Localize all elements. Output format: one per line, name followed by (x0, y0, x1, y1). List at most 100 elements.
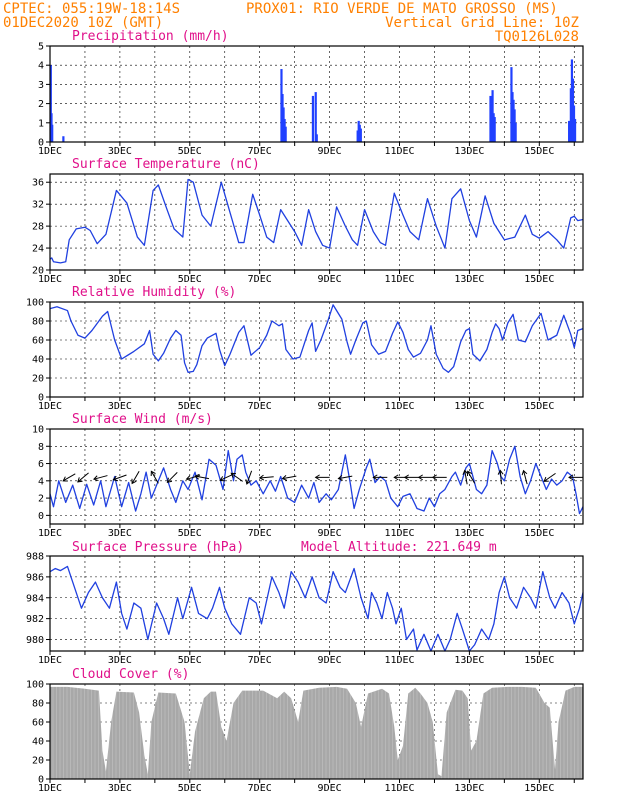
precip-xtick-label: 1DEC (38, 146, 62, 157)
temperature-ytick-label: 20 (32, 266, 44, 277)
cloud-ytick-label: 40 (32, 737, 44, 748)
wind-title: Surface Wind (m/s) (72, 412, 213, 427)
cloud-xtick-label: 15DEC (524, 783, 554, 794)
precip-bar (311, 95, 315, 142)
wind-arrow (417, 474, 433, 481)
precip-panel: 0 1 2 3 4 5 1DEC 3DEC 5DEC 7DEC 9DEC 11DEC 13DEC 15DE… (38, 29, 584, 157)
humidity-title: Relative Humidity (%) (72, 285, 236, 300)
humidity-xtick-label: 11DEC (384, 401, 414, 412)
precip-ytick-label: 0 (38, 138, 44, 149)
precip-frame (49, 45, 584, 143)
precip-ytick-label: 5 (38, 42, 44, 53)
temperature-ytick-label: 28 (32, 222, 44, 233)
wind-ytick-label: 10 (32, 425, 44, 436)
wind-ytick-label: 0 (38, 511, 44, 522)
wind-arrow (462, 469, 469, 485)
temperature-line (49, 178, 584, 264)
cloud-ytick-label: 80 (32, 699, 44, 710)
humidity-xtick-label: 5DEC (178, 401, 202, 412)
cloud-xtick-label: 1DEC (38, 783, 62, 794)
wind-arrow (431, 474, 447, 481)
wind-arrow (337, 475, 353, 481)
pressure-ytick-label: 988 (26, 552, 44, 563)
temperature-xtick-label: 7DEC (248, 274, 272, 285)
wind-arrow (166, 472, 178, 483)
wind-xtick-label: 7DEC (248, 528, 272, 539)
wind-arrow (372, 474, 388, 481)
wind-arrow (568, 474, 584, 481)
pressure-ytick-label: 986 (26, 572, 44, 583)
wind-arrow (230, 472, 244, 482)
humidity-frame (49, 301, 584, 398)
precip-xtick-label: 5DEC (178, 146, 202, 157)
precip-xtick-label: 13DEC (454, 146, 484, 157)
pressure-title: Surface Pressure (hPa) (72, 540, 244, 555)
wind-frame (49, 428, 584, 525)
humidity-xtick-label: 1DEC (38, 401, 62, 412)
wind-arrow (466, 470, 476, 484)
cloud-ytick-label: 100 (26, 680, 44, 691)
wind-panel: 0 2 4 6 8 10 1DEC 3DEC 5DEC 7DEC 9DEC 11DEC 13DEC 15D… (32, 412, 584, 539)
precip-ytick-label: 2 (38, 99, 44, 110)
humidity-xtick-label: 7DEC (248, 401, 272, 412)
precip-xtick-label: 11DEC (384, 146, 414, 157)
cloud-xtick-label: 9DEC (318, 783, 342, 794)
pressure-ytick-label: 980 (26, 635, 44, 646)
wind-arrow (258, 474, 274, 481)
cloud-xtick-label: 5DEC (178, 783, 202, 794)
wind-ytick-label: 2 (38, 494, 44, 505)
wind-arrow (403, 474, 419, 481)
pressure-xtick-label: 3DEC (108, 655, 132, 666)
pressure-xtick-label: 11DEC (384, 655, 414, 666)
cloud-title: Cloud Cover (%) (72, 667, 189, 682)
humidity-ytick-label: 40 (32, 355, 44, 366)
humidity-line (49, 304, 584, 373)
humidity-xtick-label: 9DEC (318, 401, 342, 412)
humidity-ytick-label: 80 (32, 317, 44, 328)
wind-arrow (245, 470, 253, 485)
pressure-subtitle: Model Altitude: 221.649 m (301, 540, 497, 555)
precip-xtick-label: 7DEC (248, 146, 272, 157)
humidity-ytick-label: 100 (26, 298, 44, 309)
temperature-ytick-label: 32 (32, 200, 44, 211)
humidity-xtick-label: 15DEC (524, 401, 554, 412)
header-date: 01DEC2020 10Z (GMT) (3, 15, 163, 31)
temperature-panel: 20 24 28 32 36 1DEC 3DEC 5DEC 7DEC 9DEC 11DEC 13DEC… (32, 157, 584, 285)
wind-xtick-label: 9DEC (318, 528, 342, 539)
precip-bar (514, 122, 517, 142)
wind-arrow (131, 471, 140, 485)
header-grid-note: Vertical Grid Line: 10Z (385, 15, 579, 31)
precip-bar (49, 65, 52, 142)
pressure-ytick-label: 982 (26, 614, 44, 625)
temperature-xtick-label: 9DEC (318, 274, 342, 285)
wind-arrow (281, 475, 297, 481)
wind-line (49, 445, 584, 515)
wind-ytick-label: 6 (38, 459, 44, 470)
precip-xtick-label: 3DEC (108, 146, 132, 157)
wind-arrow (194, 473, 210, 480)
temperature-ytick-label: 36 (32, 178, 44, 189)
temperature-xtick-label: 13DEC (454, 274, 484, 285)
pressure-xtick-label: 15DEC (524, 655, 554, 666)
humidity-xtick-label: 3DEC (108, 401, 132, 412)
pressure-xtick-label: 5DEC (178, 655, 202, 666)
wind-xtick-label: 1DEC (38, 528, 62, 539)
humidity-ytick-label: 60 (32, 336, 44, 347)
wind-arrow (112, 474, 127, 482)
humidity-ytick-label: 20 (32, 374, 44, 385)
header-station: CPTEC: 055:19W-18:14S (3, 1, 180, 17)
precip-bar (493, 117, 496, 142)
wind-arrow (543, 472, 556, 482)
header-model-id: TQ0126L028 (495, 29, 579, 45)
pressure-xtick-label: 9DEC (318, 655, 342, 666)
precip-bar (62, 136, 65, 142)
precip-xtick-label: 15DEC (524, 146, 554, 157)
precip-bar (315, 134, 318, 142)
wind-xtick-label: 13DEC (454, 528, 484, 539)
cloud-ytick-label: 0 (38, 775, 44, 786)
wind-arrow (521, 469, 528, 485)
cloud-area (50, 686, 583, 779)
pressure-ytick-label: 984 (26, 593, 44, 604)
temperature-frame (49, 173, 584, 271)
wind-xtick-label: 11DEC (384, 528, 414, 539)
